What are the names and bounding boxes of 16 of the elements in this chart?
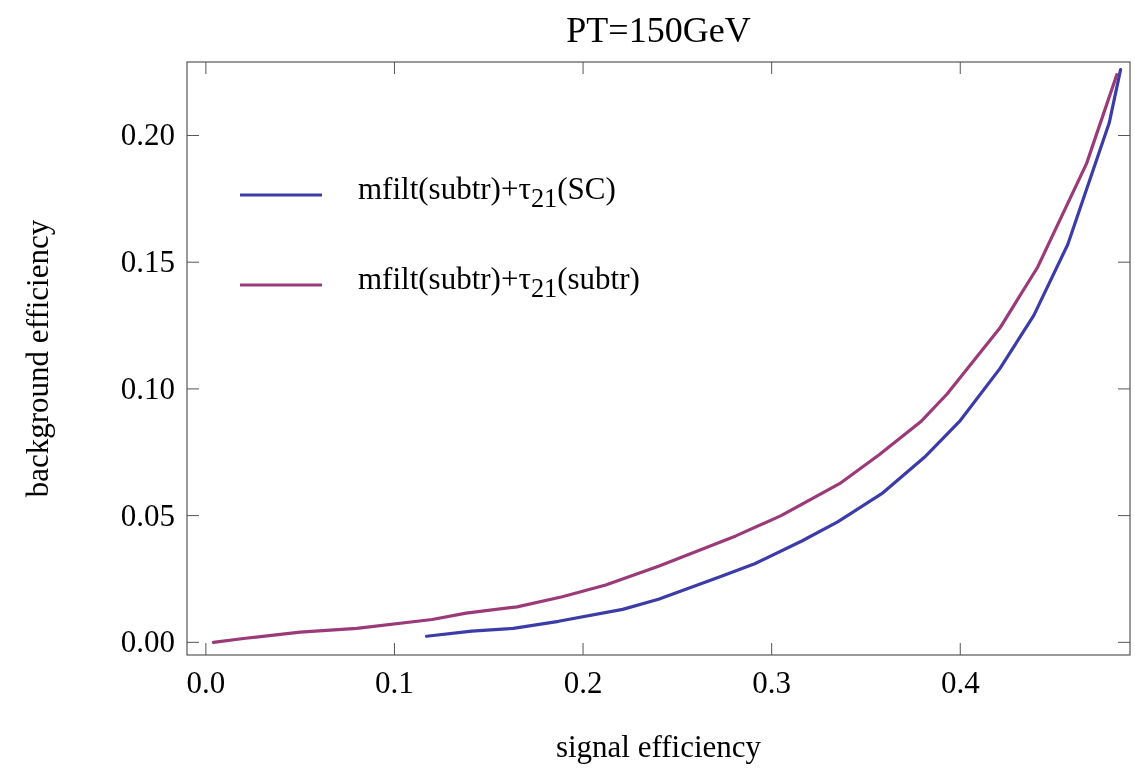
x-tick-label: 0.4 bbox=[940, 665, 981, 700]
line-series bbox=[211, 73, 1119, 644]
y-tick-label: 0.10 bbox=[120, 370, 175, 406]
y-axis-title: background efficiency bbox=[20, 219, 55, 498]
x-tick-label: 0.3 bbox=[752, 665, 792, 700]
x-axis-title: signal efficiency bbox=[555, 729, 762, 764]
x-tick-label: 0.0 bbox=[186, 665, 226, 700]
legend-label: mfilt(subtr)+τ$_{21}$(subtr) bbox=[358, 261, 640, 303]
legend-label: mfilt(subtr)+τ$_{21}$(SC) bbox=[358, 171, 616, 213]
y-tick-label: 0.05 bbox=[120, 497, 175, 533]
y-tick-label: 0.00 bbox=[120, 624, 175, 660]
y-tick-label: 0.20 bbox=[120, 117, 175, 153]
y-tick-label: 0.15 bbox=[120, 244, 175, 280]
chart-title: PT=150GeV bbox=[566, 10, 751, 50]
x-tick-label: 0.1 bbox=[375, 665, 414, 700]
x-tick-label: 0.2 bbox=[563, 665, 603, 700]
